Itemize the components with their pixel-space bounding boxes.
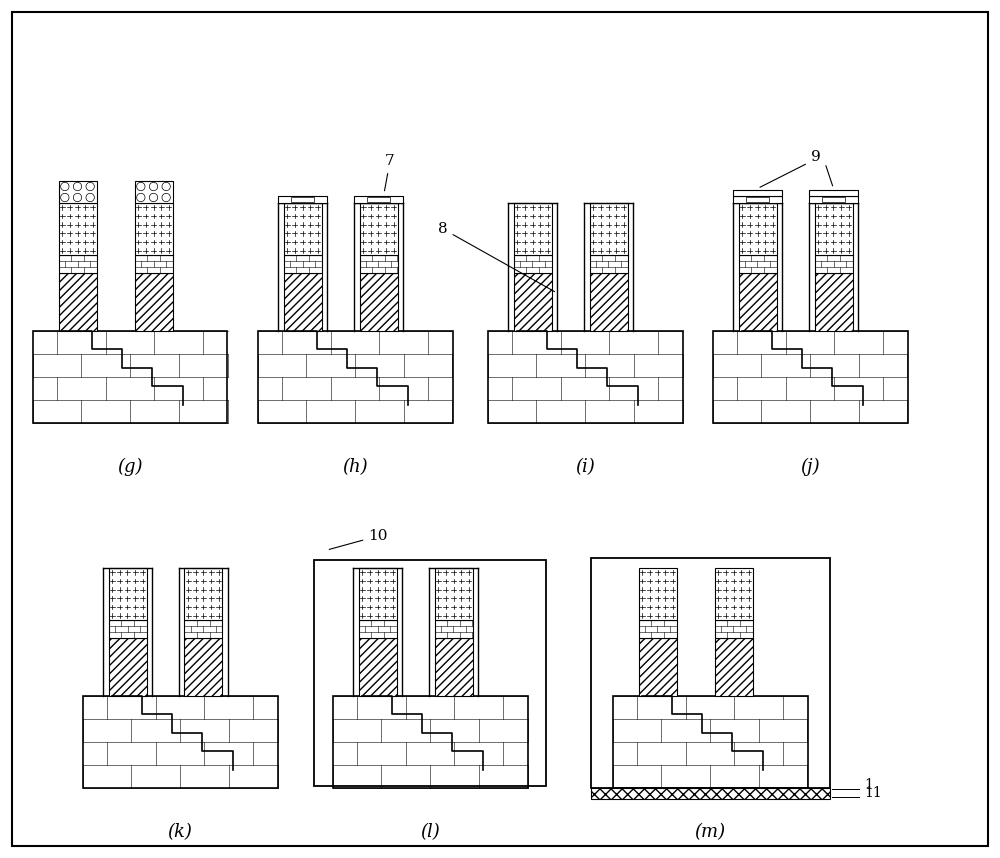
Bar [59,273,96,331]
Bar [332,696,528,788]
Bar [738,255,776,273]
Bar [514,255,552,273]
Text: (h): (h) [342,458,368,476]
Bar [809,190,858,196]
Bar [314,560,546,786]
Bar [135,203,173,255]
Bar [108,620,146,638]
Bar [291,196,314,202]
Bar [82,696,278,788]
Bar [284,273,322,331]
Bar [284,255,322,273]
Bar [814,203,853,255]
Bar [184,620,222,638]
Bar [367,196,390,202]
Bar [590,558,830,788]
Bar [590,203,628,255]
Bar [590,255,628,273]
Bar [738,273,776,331]
Text: 8: 8 [438,222,555,292]
Text: 7: 7 [385,154,395,190]
Bar [488,331,682,423]
Bar [108,638,146,696]
Bar [714,568,753,620]
Text: 10: 10 [329,529,388,549]
Bar [108,568,146,620]
Bar [33,331,227,423]
Bar [590,273,628,331]
Bar [135,255,173,273]
Bar [809,196,858,203]
Bar [822,196,845,202]
Text: 1: 1 [864,778,873,792]
Bar [434,638,473,696]
Bar [733,190,782,196]
Bar [514,203,552,255]
Bar [612,696,808,788]
Bar [714,620,753,638]
Bar [434,568,473,620]
Bar [814,255,853,273]
Bar [738,203,776,255]
Bar [278,196,327,203]
Bar [59,181,96,203]
Text: (g): (g) [117,458,143,476]
Text: (i): (i) [575,458,595,476]
Text: 11: 11 [864,786,882,801]
Bar [814,273,853,331]
Bar [354,196,403,203]
Bar [360,255,398,273]
Bar [184,568,222,620]
Text: (l): (l) [420,823,440,841]
Bar [514,273,552,331]
Bar [712,331,908,423]
Bar [590,788,830,799]
Bar [135,181,173,203]
Bar [714,638,753,696]
Text: 9: 9 [811,150,821,164]
Bar [360,203,398,255]
Bar [59,203,96,255]
Bar [59,255,96,273]
Bar [358,620,396,638]
Bar [358,568,396,620]
Bar [184,638,222,696]
Bar [135,273,173,331]
Text: (j): (j) [800,458,820,476]
Bar [639,568,676,620]
Bar [733,196,782,203]
Text: (m): (m) [694,823,726,841]
Bar [434,620,473,638]
Text: (k): (k) [168,823,192,841]
Bar [258,331,452,423]
Bar [639,638,676,696]
Bar [358,638,396,696]
Bar [284,203,322,255]
Bar [746,196,769,202]
Bar [360,273,398,331]
Bar [639,620,676,638]
